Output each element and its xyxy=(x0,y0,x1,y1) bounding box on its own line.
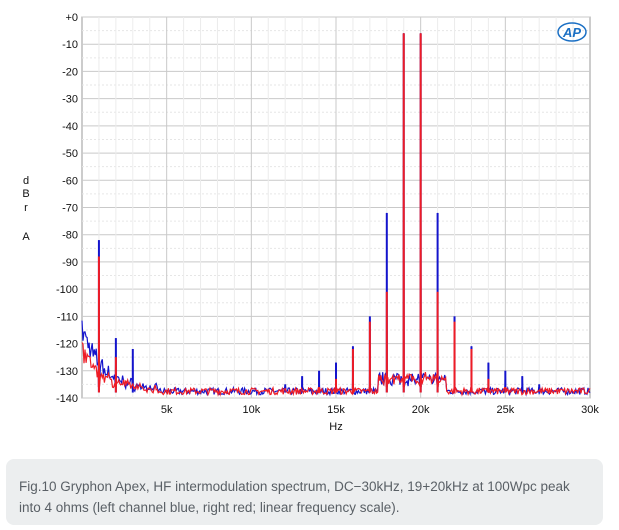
x-tick-label: 25k xyxy=(496,404,514,416)
y-axis-ticks: +0 -10 -20 -30 -40 -50 -60 -70 -80 -90 -100 -110 -12… xyxy=(56,12,78,405)
x-axis-ticks: 5k 10k 15k 20k 25k 30k xyxy=(161,404,600,416)
x-tick-label: 30k xyxy=(581,404,599,416)
y-tick-label: -30 xyxy=(62,94,78,106)
y-tick-label: -120 xyxy=(56,339,78,351)
y-axis-title-letter: A xyxy=(22,231,30,243)
x-tick-label: 15k xyxy=(327,404,345,416)
x-tick-label: 20k xyxy=(412,404,430,416)
x-axis-title: Hz xyxy=(329,421,342,433)
y-axis-title-letter: r xyxy=(24,202,28,214)
y-tick-label: -10 xyxy=(62,39,78,51)
y-tick-label: +0 xyxy=(65,12,78,24)
y-tick-label: -20 xyxy=(62,66,78,78)
x-tick-label: 5k xyxy=(161,404,173,416)
y-tick-label: -50 xyxy=(62,148,78,160)
y-tick-label: -140 xyxy=(56,393,78,405)
ap-logo-ring-icon xyxy=(557,22,587,42)
y-tick-label: -110 xyxy=(57,311,78,323)
ap-logo: AP xyxy=(557,22,587,42)
series-layer xyxy=(81,33,591,397)
y-tick-label: -90 xyxy=(62,257,78,269)
spectrum-chart: +0 -10 -20 -30 -40 -50 -60 -70 -80 -90 -100 -110 -12… xyxy=(22,12,600,433)
y-axis-title-letter: B xyxy=(22,188,29,200)
y-tick-label: -80 xyxy=(62,230,78,242)
y-axis-title: d B r A xyxy=(22,175,30,243)
series-right xyxy=(81,33,591,397)
y-tick-label: -130 xyxy=(56,366,78,378)
y-tick-label: -60 xyxy=(62,175,78,187)
y-tick-label: -70 xyxy=(62,203,78,215)
spectrum-trace xyxy=(81,33,591,397)
figure-caption-box: Fig.10 Gryphon Apex, HF intermodulation … xyxy=(6,459,603,525)
y-axis-title-letter: d xyxy=(23,175,29,187)
y-tick-label: -40 xyxy=(62,121,78,133)
figure-caption: Fig.10 Gryphon Apex, HF intermodulation … xyxy=(19,479,570,515)
grid xyxy=(82,16,590,399)
ap-logo-text: AP xyxy=(562,25,581,40)
x-tick-label: 10k xyxy=(242,404,260,416)
y-tick-label: -100 xyxy=(56,284,78,296)
